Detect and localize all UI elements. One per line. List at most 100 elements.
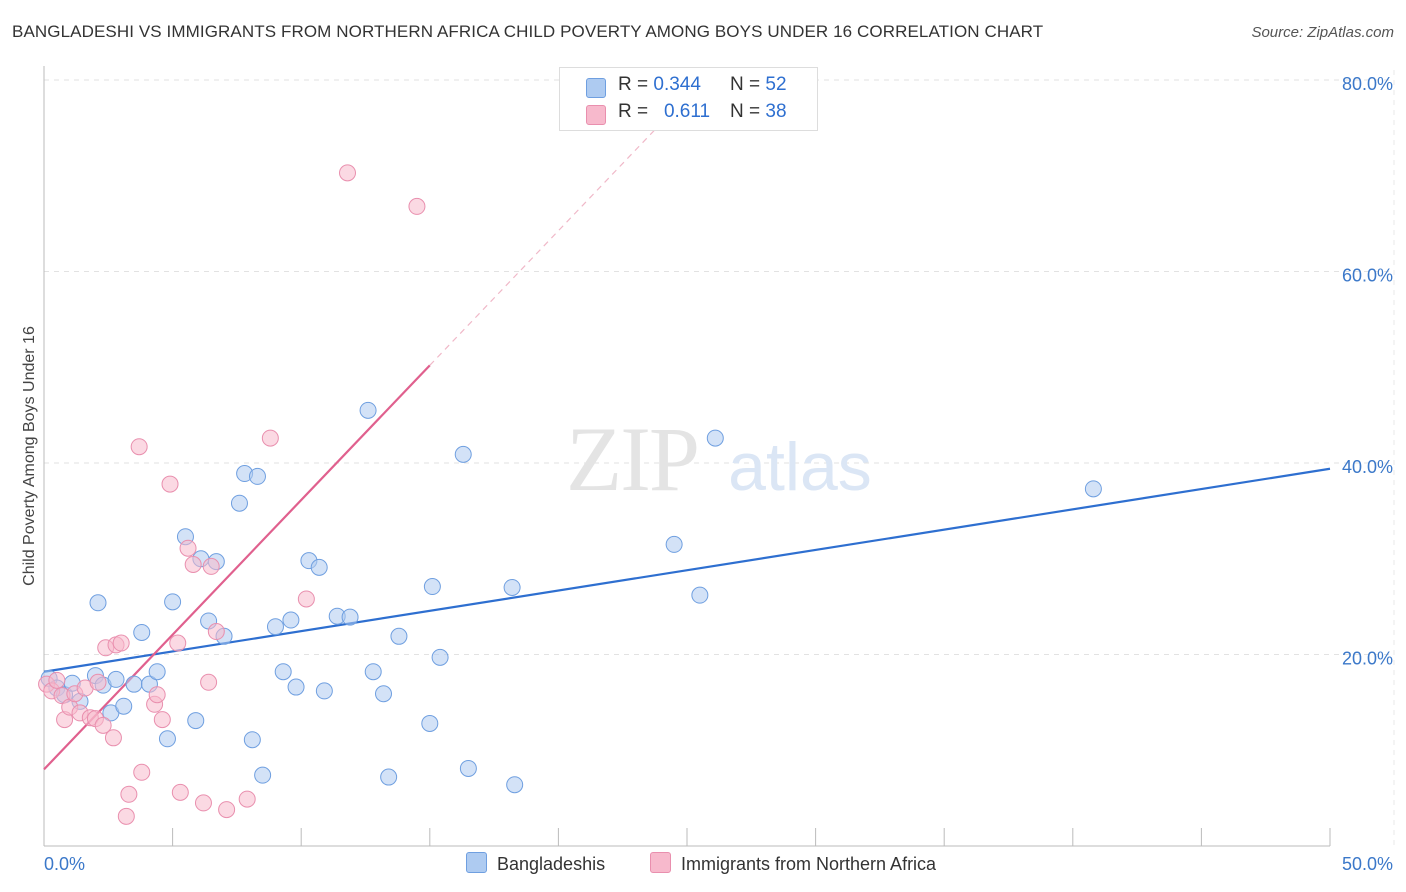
data-point-immigrants (218, 801, 236, 819)
y-tick-label: 20.0% (1342, 649, 1393, 669)
data-point-immigrants (261, 429, 279, 447)
grid-lines (44, 70, 1395, 846)
legend-item-immigrants[interactable]: Immigrants from Northern Africa (650, 852, 936, 875)
data-point-immigrants (120, 785, 138, 803)
data-point-immigrants (408, 197, 426, 215)
watermark-zip: ZIP (566, 408, 698, 510)
trend-line-0 (43, 467, 1331, 673)
data-point-bangladeshis (315, 682, 333, 700)
data-point-bangladeshis (243, 731, 261, 749)
data-point-immigrants (238, 790, 256, 808)
legend-swatch-blue (466, 852, 487, 873)
y-tick-label: 40.0% (1342, 457, 1393, 477)
data-point-bangladeshis (364, 663, 382, 681)
data-point-bangladeshis (133, 623, 151, 641)
data-point-immigrants (200, 673, 218, 691)
data-point-immigrants (161, 475, 179, 493)
legend-label: Immigrants from Northern Africa (681, 854, 937, 874)
chart-title: BANGLADESHI VS IMMIGRANTS FROM NORTHERN … (12, 22, 1044, 41)
data-point-bangladeshis (341, 608, 359, 626)
y-tick-label: 60.0% (1342, 266, 1393, 286)
data-point-immigrants (202, 557, 220, 575)
data-point-immigrants (171, 783, 189, 801)
data-point-immigrants (297, 590, 315, 608)
data-point-bangladeshis (359, 401, 377, 419)
legend-r-value: 0.344 (653, 74, 701, 95)
correlation-legend: R = 0.344 N = 52 R = 0.611 N = 38 (559, 67, 818, 131)
data-point-bangladeshis (230, 494, 248, 512)
data-point-bangladeshis (431, 648, 449, 666)
data-point-bangladeshis (282, 611, 300, 629)
data-point-immigrants (112, 634, 130, 652)
data-point-bangladeshis (421, 714, 439, 732)
data-point-bangladeshis (158, 730, 176, 748)
data-point-bangladeshis (691, 586, 709, 604)
data-point-bangladeshis (375, 685, 393, 703)
data-point-bangladeshis (164, 593, 182, 611)
data-point-bangladeshis (148, 663, 166, 681)
data-point-immigrants (94, 716, 112, 734)
legend-n-label: N = (730, 101, 761, 122)
data-point-immigrants (89, 673, 107, 691)
data-point-bangladeshis (380, 768, 398, 786)
data-point-bangladeshis (310, 558, 328, 576)
data-point-bangladeshis (274, 663, 292, 681)
legend-swatch-blue (586, 78, 606, 98)
legend-n-label: N = (730, 74, 761, 95)
data-point-immigrants (338, 164, 356, 182)
legend-item-bangladeshis[interactable]: Bangladeshis (466, 852, 605, 875)
data-point-bangladeshis (506, 776, 524, 794)
data-point-bangladeshis (287, 678, 305, 696)
x-tick-labels: 0.0% 50.0% (44, 854, 1393, 874)
data-point-bangladeshis (254, 766, 272, 784)
legend-n: N = 52 (730, 74, 787, 96)
data-point-immigrants (207, 623, 225, 641)
legend-r-label: R = (618, 74, 649, 95)
y-tick-labels: 20.0% 40.0% 60.0% 80.0% (1342, 74, 1393, 669)
data-point-immigrants (194, 794, 212, 812)
data-point-bangladeshis (459, 759, 477, 777)
data-point-bangladeshis (1084, 480, 1102, 498)
legend-n-value: 38 (765, 101, 787, 122)
data-point-immigrants (153, 711, 171, 729)
data-points (38, 164, 1102, 825)
data-point-bangladeshis (423, 578, 441, 596)
data-point-immigrants (133, 763, 151, 781)
data-point-bangladeshis (248, 467, 266, 485)
trend-lines (43, 122, 1331, 771)
data-point-immigrants (184, 555, 202, 573)
data-point-bangladeshis (503, 578, 521, 596)
data-point-bangladeshis (665, 535, 683, 553)
data-point-immigrants (148, 686, 166, 704)
legend-n-value: 52 (765, 74, 787, 95)
data-point-bangladeshis (125, 675, 143, 693)
data-point-bangladeshis (187, 712, 205, 730)
data-point-bangladeshis (454, 445, 472, 463)
data-point-immigrants (169, 634, 187, 652)
data-point-immigrants (104, 729, 122, 747)
data-point-bangladeshis (89, 594, 107, 612)
legend-label: Bangladeshis (497, 854, 606, 874)
legend-n: N = 38 (730, 101, 787, 123)
x-tick-label-max: 50.0% (1342, 854, 1393, 874)
data-point-bangladeshis (107, 670, 125, 688)
data-point-immigrants (130, 438, 148, 456)
y-tick-label: 80.0% (1342, 74, 1393, 94)
data-point-immigrants (179, 539, 197, 557)
legend-r: R = 0.344 (618, 74, 701, 96)
x-tick-label-min: 0.0% (44, 854, 85, 874)
trend-line-1 (43, 364, 431, 771)
legend-r-label: R = (618, 101, 649, 122)
trend-line-extension-1 (429, 122, 662, 366)
data-point-immigrants (48, 671, 66, 689)
axes (43, 66, 1331, 847)
watermark: ZIP atlas (566, 408, 872, 510)
data-point-bangladeshis (266, 618, 284, 636)
data-point-immigrants (117, 807, 135, 825)
legend-swatch-pink (650, 852, 671, 873)
legend-swatch-pink (586, 105, 606, 125)
data-point-bangladeshis (706, 429, 724, 447)
legend-r-value: 0.611 (663, 101, 711, 122)
watermark-atlas: atlas (728, 429, 872, 505)
